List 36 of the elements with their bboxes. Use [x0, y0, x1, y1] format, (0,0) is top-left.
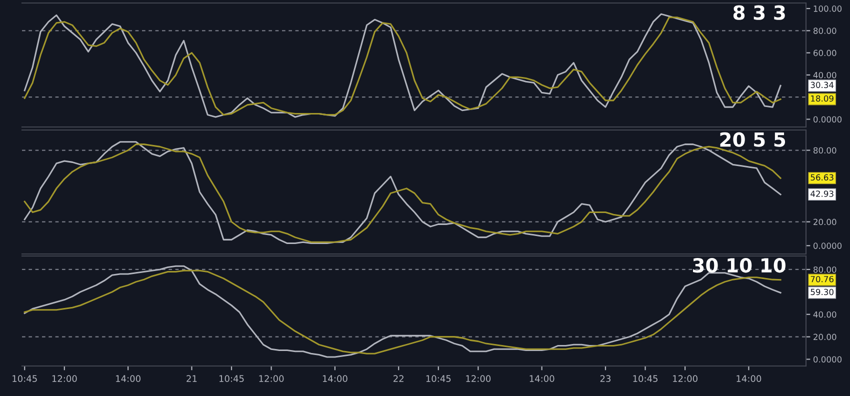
x-tick-label: 23	[600, 375, 611, 382]
y-tick-label: 0.0000	[813, 116, 842, 123]
y-tick-label: 0.0000	[813, 242, 842, 249]
text: 70.76	[810, 276, 834, 282]
text: 59.30	[810, 288, 834, 296]
chart-title: 30 10 10	[692, 258, 786, 273]
y-tick-label: 80.00	[814, 28, 836, 34]
y-tick-label: 80.00	[814, 266, 836, 273]
y-tick-label: 80.00	[814, 147, 836, 154]
text: 18.09	[811, 95, 834, 102]
x-tick-label: 10:45	[219, 375, 244, 382]
x-tick-label: 12:00	[673, 375, 698, 382]
chart-title: 8 3 3	[733, 5, 785, 20]
x-tick-label: 10:45	[426, 375, 451, 382]
y-tick-label: 20.00	[814, 334, 836, 340]
x-tick-label: 14:00	[322, 375, 348, 382]
chart-title: 20 5 5	[720, 132, 786, 147]
x-tick-label: 12:00	[259, 375, 284, 382]
text: 30.34	[810, 82, 834, 88]
x-tick-label: 22	[394, 375, 404, 382]
y-tick-label: 100.00	[814, 6, 842, 12]
x-tick-label: 10:45	[12, 375, 37, 382]
y-tick-label: 20.00	[814, 218, 836, 226]
x-tick-label: 12:00	[52, 375, 77, 382]
x-tick-label: 14:00	[530, 375, 554, 382]
x-tick-label: 12:00	[466, 375, 491, 382]
x-tick-label: 21	[186, 375, 197, 382]
y-tick-label: 0.0000	[813, 356, 842, 363]
text: 56.63	[810, 174, 834, 181]
y-tick-label: 40.00	[813, 72, 836, 78]
x-tick-label: 14:00	[736, 375, 762, 382]
x-tick-label: 14:00	[116, 375, 140, 382]
x-tick-label: 10:45	[633, 375, 658, 382]
text: 42.93	[810, 190, 834, 197]
y-tick-label: 60.00	[814, 50, 836, 56]
y-tick-label: 40.00	[813, 311, 836, 318]
